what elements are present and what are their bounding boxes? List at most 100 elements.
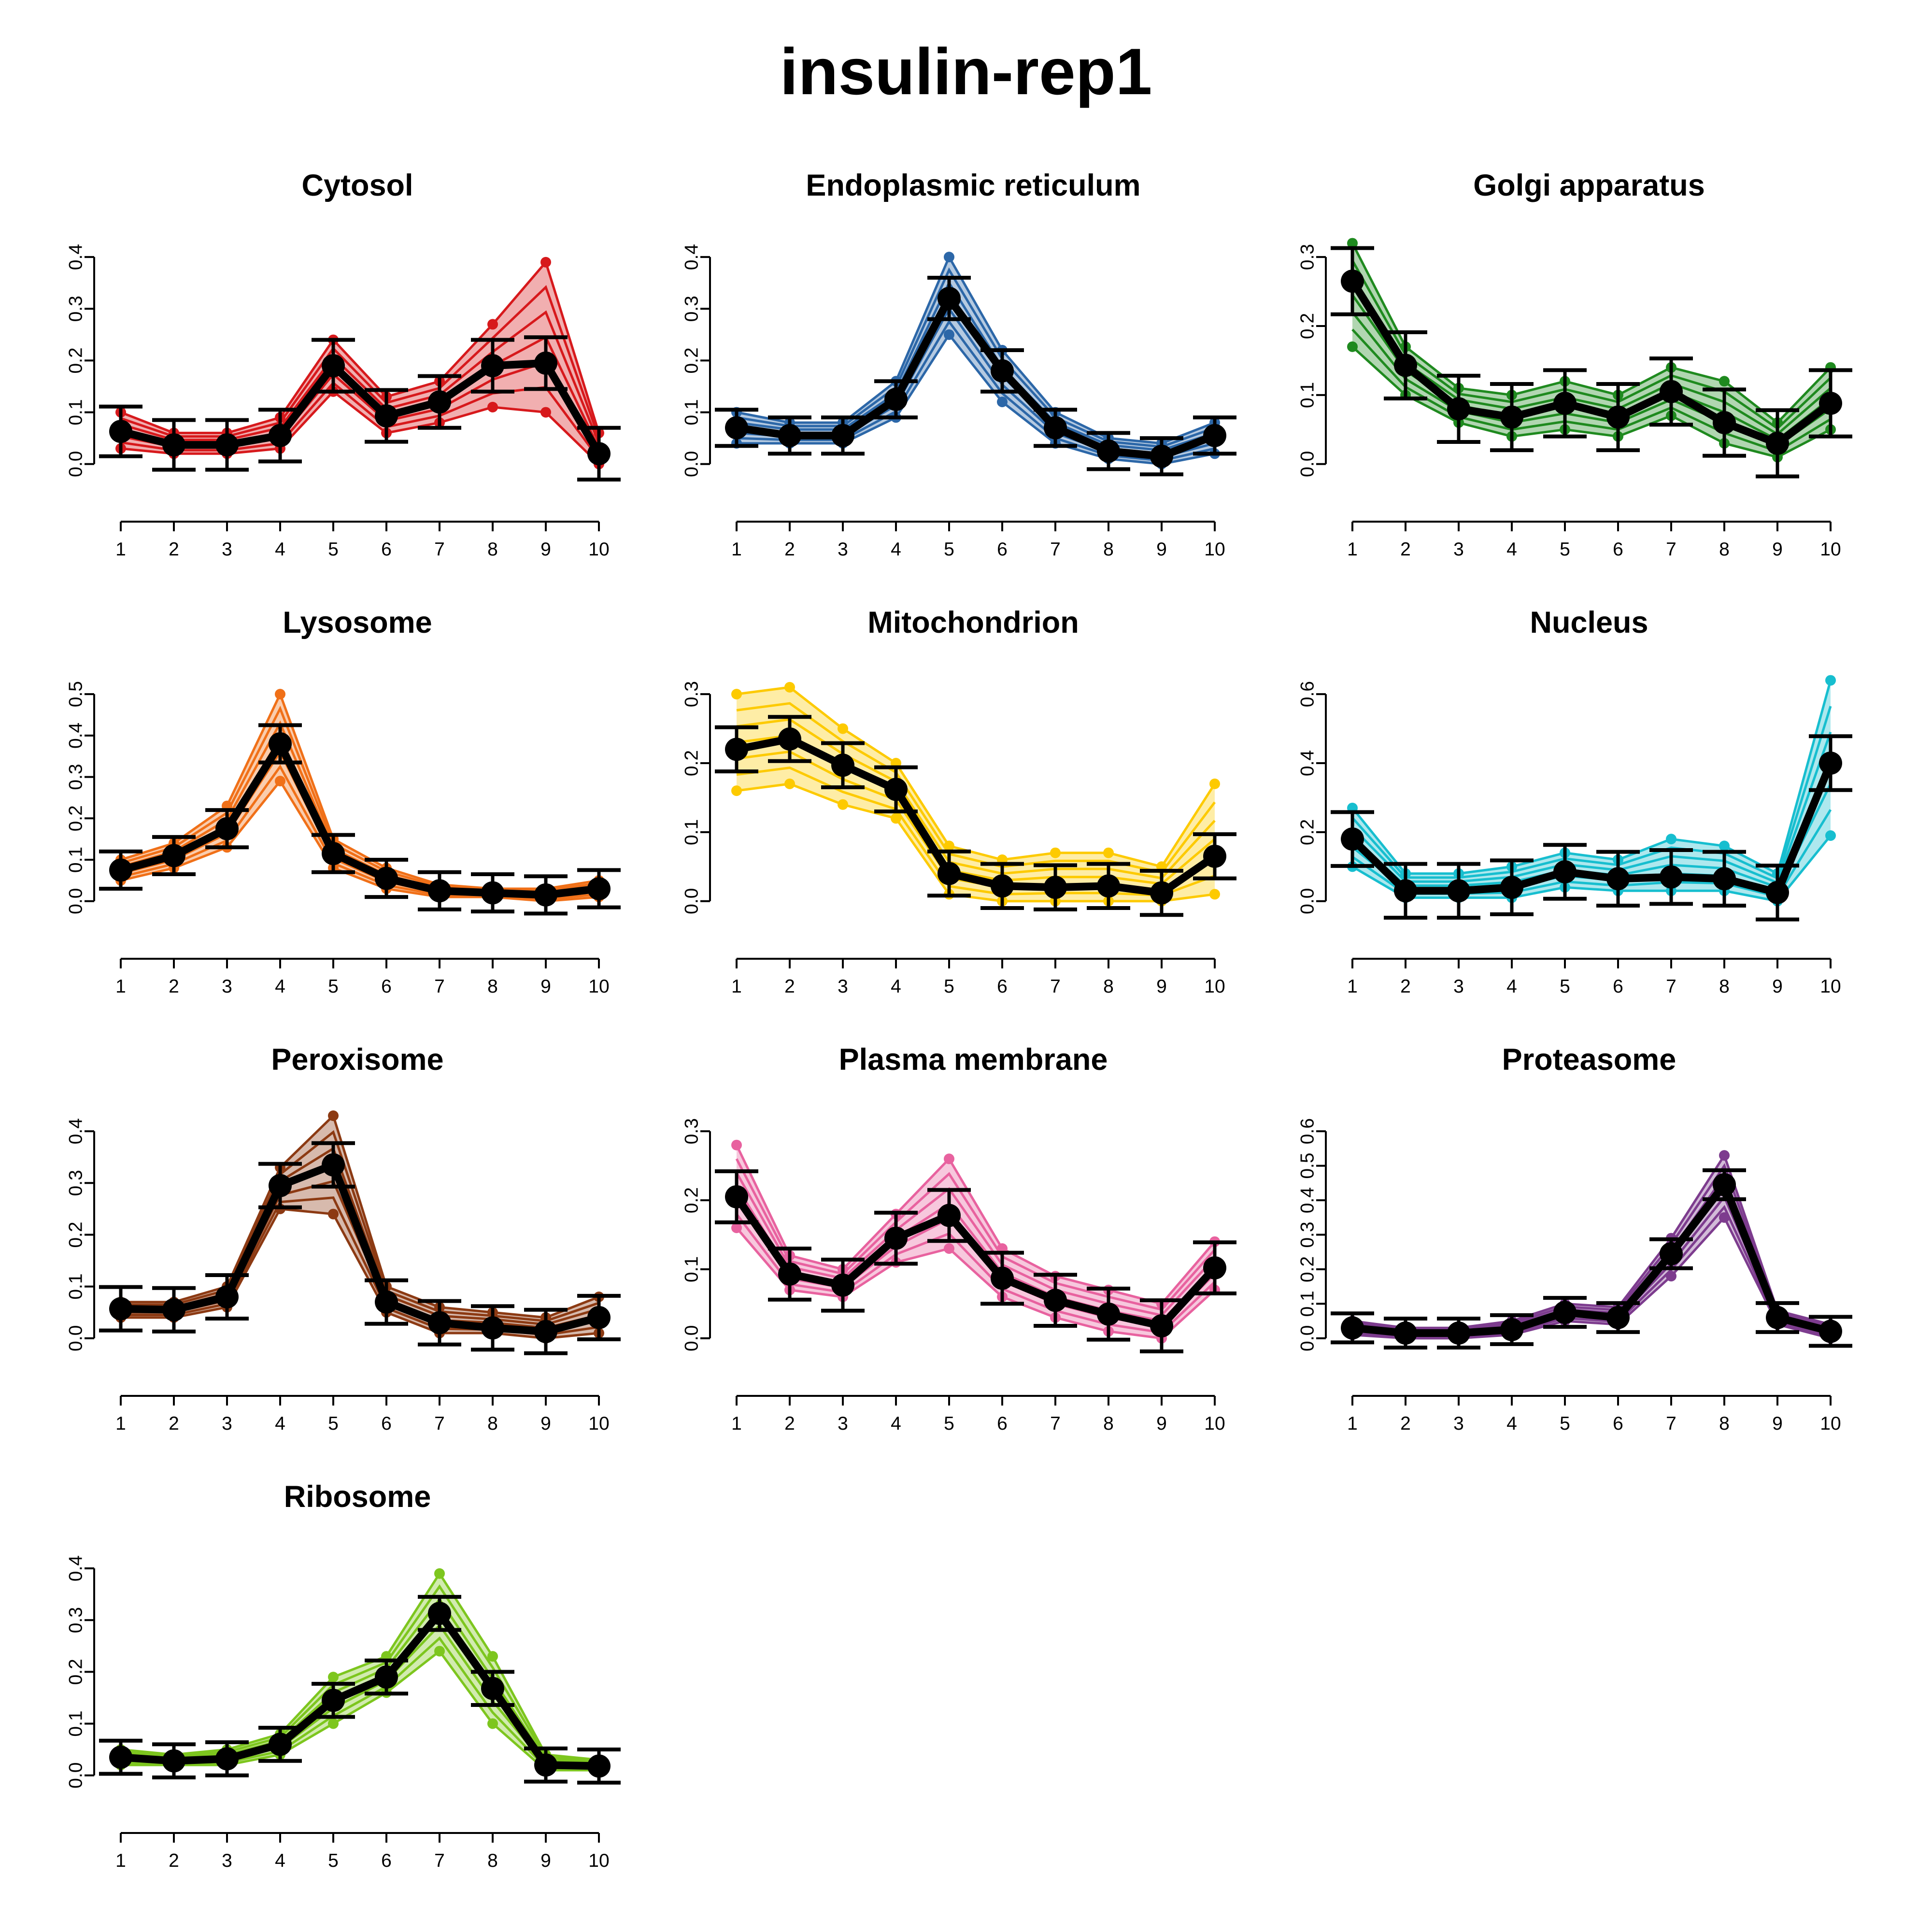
- x-tick-label: 9: [540, 539, 551, 560]
- panel-title: Endoplasmic reticulum: [806, 169, 1140, 202]
- y-tick-label: 0.6: [1297, 1118, 1318, 1144]
- profile-point: [731, 689, 742, 700]
- x-tick-label: 1: [115, 539, 126, 560]
- x-tick-label: 6: [381, 1413, 392, 1434]
- mean-point: [1203, 1256, 1226, 1279]
- mean-point: [534, 1753, 557, 1777]
- x-tick-label: 3: [222, 1850, 232, 1871]
- x-tick-label: 10: [588, 1850, 609, 1871]
- x-tick-label: 6: [997, 1413, 1008, 1434]
- x-tick-label: 9: [1772, 976, 1783, 997]
- profile-line: [736, 766, 1215, 897]
- x-tick-label: 6: [997, 976, 1008, 997]
- mean-point: [162, 433, 185, 457]
- profile-point: [487, 1651, 498, 1662]
- mean-point: [322, 1689, 345, 1712]
- y-tick-label: 0.0: [66, 1762, 86, 1789]
- mean-point: [778, 727, 801, 751]
- x-tick-label: 7: [434, 539, 445, 560]
- x-tick-label: 5: [1560, 976, 1570, 997]
- x-tick-label: 1: [115, 1850, 126, 1871]
- y-tick-label: 0.4: [66, 244, 86, 270]
- x-tick-label: 7: [1666, 539, 1676, 560]
- mean-point: [1713, 867, 1736, 891]
- x-tick-label: 7: [1666, 1413, 1676, 1434]
- profile-line: [736, 702, 1216, 874]
- x-tick-label: 2: [1400, 1413, 1411, 1434]
- y-tick-label: 0.3: [1297, 1222, 1318, 1248]
- profile-point: [1719, 1150, 1730, 1161]
- mean-point: [1713, 1173, 1736, 1196]
- profile-point: [328, 1672, 339, 1683]
- profile-line: [1351, 328, 1832, 453]
- x-tick-label: 4: [275, 539, 285, 560]
- mean-point: [991, 874, 1014, 898]
- panel-9: Ribosome 0.0 0.1 0.2 0.3 0.4 1 2 3 4 5 6 7 8 9 10: [66, 1480, 621, 1871]
- mean-point: [428, 1602, 451, 1625]
- profile-line: [1352, 1215, 1831, 1340]
- mean-point: [534, 883, 557, 907]
- profile-point: [1347, 341, 1358, 352]
- mean-point: [1553, 392, 1577, 415]
- y-tick-label: 0.2: [1297, 313, 1318, 339]
- mean-point: [375, 1290, 398, 1314]
- mean-point: [1150, 881, 1173, 905]
- y-tick-label: 0.0: [1297, 1325, 1318, 1351]
- profile-point: [731, 785, 742, 796]
- x-tick-label: 3: [222, 976, 232, 997]
- profile-line: [121, 1649, 599, 1772]
- x-tick-label: 6: [1613, 539, 1623, 560]
- mean-point: [587, 1306, 611, 1329]
- mean-point: [109, 1297, 132, 1321]
- x-tick-label: 9: [540, 1413, 551, 1434]
- x-tick-label: 6: [381, 976, 392, 997]
- x-tick-label: 5: [1560, 539, 1570, 560]
- profile-point: [1825, 675, 1836, 686]
- y-tick-label: 0.3: [682, 681, 702, 707]
- profile-line: [1351, 680, 1832, 876]
- mean-point: [587, 1754, 611, 1778]
- panel-title: Golgi apparatus: [1473, 169, 1705, 202]
- x-tick-label: 9: [1772, 539, 1783, 560]
- profile-point: [944, 329, 954, 340]
- mean-line: [736, 735, 1217, 897]
- x-tick-label: 8: [1719, 976, 1730, 997]
- profile-line: [735, 1144, 1216, 1306]
- profile-point: [540, 407, 551, 418]
- panel-title: Lysosome: [283, 606, 432, 639]
- mean-point: [215, 1747, 239, 1771]
- y-tick-label: 0.2: [66, 1222, 86, 1248]
- y-tick-label: 0.3: [1297, 244, 1318, 270]
- mean-point: [831, 753, 854, 777]
- x-tick-label: 6: [1613, 976, 1623, 997]
- x-tick-label: 8: [487, 1413, 498, 1434]
- mean-point: [375, 1665, 398, 1689]
- mean-line: [119, 740, 599, 899]
- mean-point: [1500, 1318, 1523, 1341]
- profile-point: [1719, 376, 1730, 387]
- x-tick-label: 4: [1506, 976, 1517, 997]
- profile-point: [434, 1646, 445, 1657]
- x-tick-label: 6: [381, 539, 392, 560]
- mean-point: [322, 1153, 345, 1177]
- y-tick-label: 0.5: [1297, 1152, 1318, 1179]
- x-tick-label: 10: [588, 976, 609, 997]
- x-tick-label: 4: [275, 1413, 285, 1434]
- mean-point: [269, 732, 292, 755]
- profile-point: [275, 776, 285, 787]
- y-tick-label: 0.0: [66, 1325, 86, 1351]
- panel-title: Plasma membrane: [839, 1043, 1108, 1077]
- mean-point: [481, 354, 504, 378]
- mean-point: [1097, 439, 1120, 463]
- panel-6: Peroxisome 0.0 0.1 0.2 0.3 0.4 1 2 3 4 5 6 7 8 9 10: [66, 1043, 621, 1434]
- x-tick-label: 2: [1400, 539, 1411, 560]
- x-tick-label: 2: [784, 976, 795, 997]
- profile-line: [1351, 706, 1832, 880]
- y-tick-label: 0.0: [682, 1325, 702, 1351]
- profile-line: [735, 1172, 1216, 1317]
- y-tick-label: 0.1: [66, 1273, 86, 1299]
- mean-point: [1660, 1242, 1683, 1265]
- x-tick-label: 2: [169, 539, 179, 560]
- mean-line: [736, 294, 1216, 460]
